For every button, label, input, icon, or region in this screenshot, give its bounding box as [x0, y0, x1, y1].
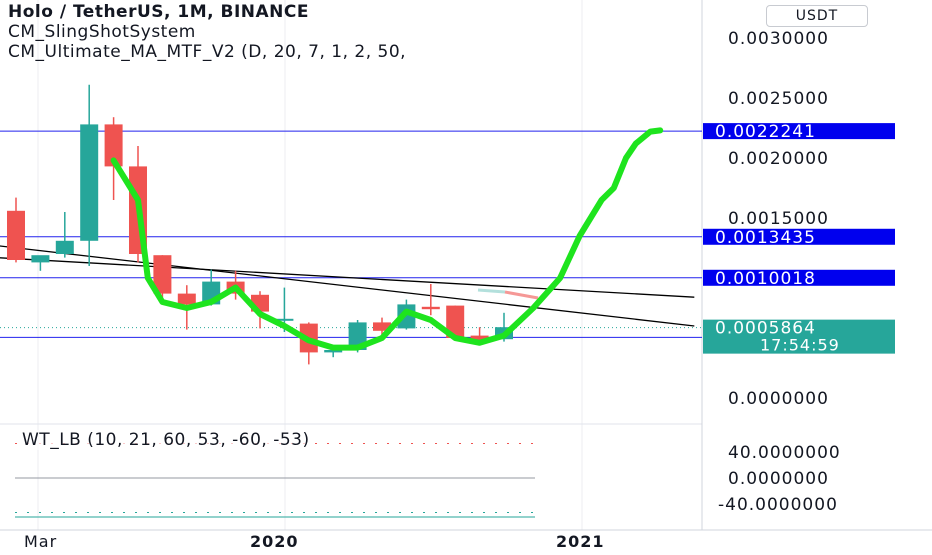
trendline-1 [0, 245, 695, 327]
level-label-bg-1 [703, 228, 895, 245]
level-label-2: 0.0010018 [715, 269, 816, 289]
time-tick-label-0: Mar [24, 532, 57, 550]
price-tick-label-1: 0.0025000 [728, 89, 829, 109]
price-tick-label-3: 0.0015000 [728, 209, 829, 229]
indicator-slingshot-label[interactable]: CM_SlingShotSystem [8, 22, 196, 42]
price-tick-label-2: 0.0020000 [728, 149, 829, 169]
time-tick-label-1: 2020 [250, 532, 299, 550]
osc-tick-label-1: 0.0000000 [728, 469, 829, 489]
osc-tick-label-0: 40.0000000 [728, 443, 841, 463]
candle-body-11 [275, 318, 294, 321]
level-label-1: 0.0013435 [715, 228, 816, 248]
level-label-bg-0 [703, 123, 895, 140]
candle-body-1 [31, 255, 50, 263]
candle-body-2 [55, 240, 74, 254]
level-label-0: 0.0022241 [715, 122, 816, 142]
signal-mark-down [504, 290, 539, 300]
trendline-0 [0, 257, 695, 298]
candle-body-17 [421, 306, 440, 310]
trendlines [0, 245, 695, 327]
candle-body-6 [153, 255, 172, 294]
oscillator-pane [15, 443, 535, 518]
ma-line [110, 127, 664, 351]
candle-body-7 [177, 293, 196, 305]
candle-body-13 [324, 350, 343, 353]
osc-tick-label-2: -40.0000000 [718, 495, 838, 515]
candle-body-4 [104, 124, 123, 167]
indicator-ma-label[interactable]: CM_Ultimate_MA_MTF_V2 (D, 20, 7, 1, 2, 5… [8, 42, 407, 62]
candle-body-3 [80, 124, 99, 241]
current-price-countdown: 17:54:59 [760, 336, 840, 355]
moving-average [110, 127, 664, 351]
symbol-title[interactable]: Holo / TetherUS, 1M, BINANCE [8, 2, 309, 22]
candle-body-15 [373, 322, 391, 331]
grid-layer [0, 0, 932, 531]
price-axis[interactable]: 0.00300000.00250000.00200000.00150000.00… [703, 29, 895, 515]
oscillator-label[interactable]: WT_LB (10, 21, 60, 53, -60, -53) [22, 430, 310, 450]
price-tick-label-4: 0.0000000 [728, 389, 829, 409]
time-tick-label-2: 2021 [556, 532, 605, 550]
candle-body-19 [470, 335, 489, 341]
current-price-value: 0.0005864 [715, 319, 816, 339]
level-label-bg-2 [703, 269, 895, 286]
signal-mark-up [477, 288, 506, 294]
price-tick-label-0: 0.0030000 [728, 29, 829, 49]
current-price-bg [703, 319, 895, 354]
candle-body-0 [7, 210, 25, 260]
time-axis[interactable]: Mar 2020 2021 [24, 532, 605, 551]
candle-body-18 [446, 305, 465, 338]
quote-currency-button[interactable]: USDT [766, 5, 868, 27]
